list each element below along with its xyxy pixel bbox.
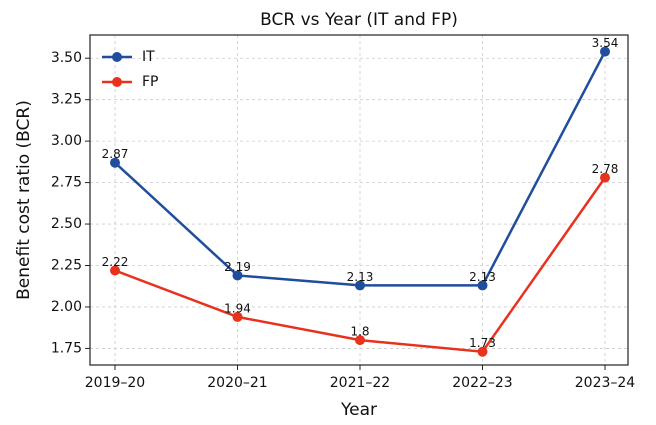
x-tick-label: 2021–22 [330,375,390,391]
y-tick-label: 3.50 [51,50,82,66]
legend-label: IT [142,49,155,65]
data-point [232,270,243,281]
legend-marker [112,77,122,87]
data-label: 2.87 [102,147,129,161]
data-label: 3.54 [592,36,619,50]
data-label: 2.22 [102,255,129,269]
data-point [110,265,120,276]
data-label: 2.13 [469,270,496,284]
y-tick-label: 2.00 [51,299,82,315]
plot-frame [89,34,629,366]
y-axis-label: Benefit cost ratio (BCR) [14,100,34,300]
x-tick-label: 2023–24 [575,375,636,391]
x-tick-label: 2020–21 [207,375,267,391]
data-point [477,346,488,357]
y-tick-label: 3.25 [51,92,82,108]
data-point [355,335,365,346]
y-tick-label: 2.50 [51,216,82,232]
data-label: 2.13 [347,270,374,284]
data-label: 1.94 [224,301,251,315]
legend-marker [112,52,122,62]
y-tick-label: 2.25 [51,258,82,274]
legend-label: FP [142,74,159,90]
chart-title: BCR vs Year (IT and FP) [260,10,458,30]
data-label: 2.19 [224,260,251,274]
data-point [355,280,365,291]
data-point [600,46,610,57]
x-tick-label: 2019–20 [85,375,145,391]
data-label: 1.73 [469,336,496,350]
y-tick-label: 3.00 [51,133,82,149]
data-label: 1.8 [350,325,369,339]
y-tick-label: 2.75 [51,175,82,191]
x-axis-label: Year [340,400,377,420]
data-point [600,172,610,183]
data-point [232,311,243,322]
data-point [477,280,488,291]
data-label: 2.78 [592,162,619,176]
data-point [110,157,120,168]
y-tick-label: 1.75 [51,340,82,356]
x-tick-label: 2022–23 [452,375,512,391]
